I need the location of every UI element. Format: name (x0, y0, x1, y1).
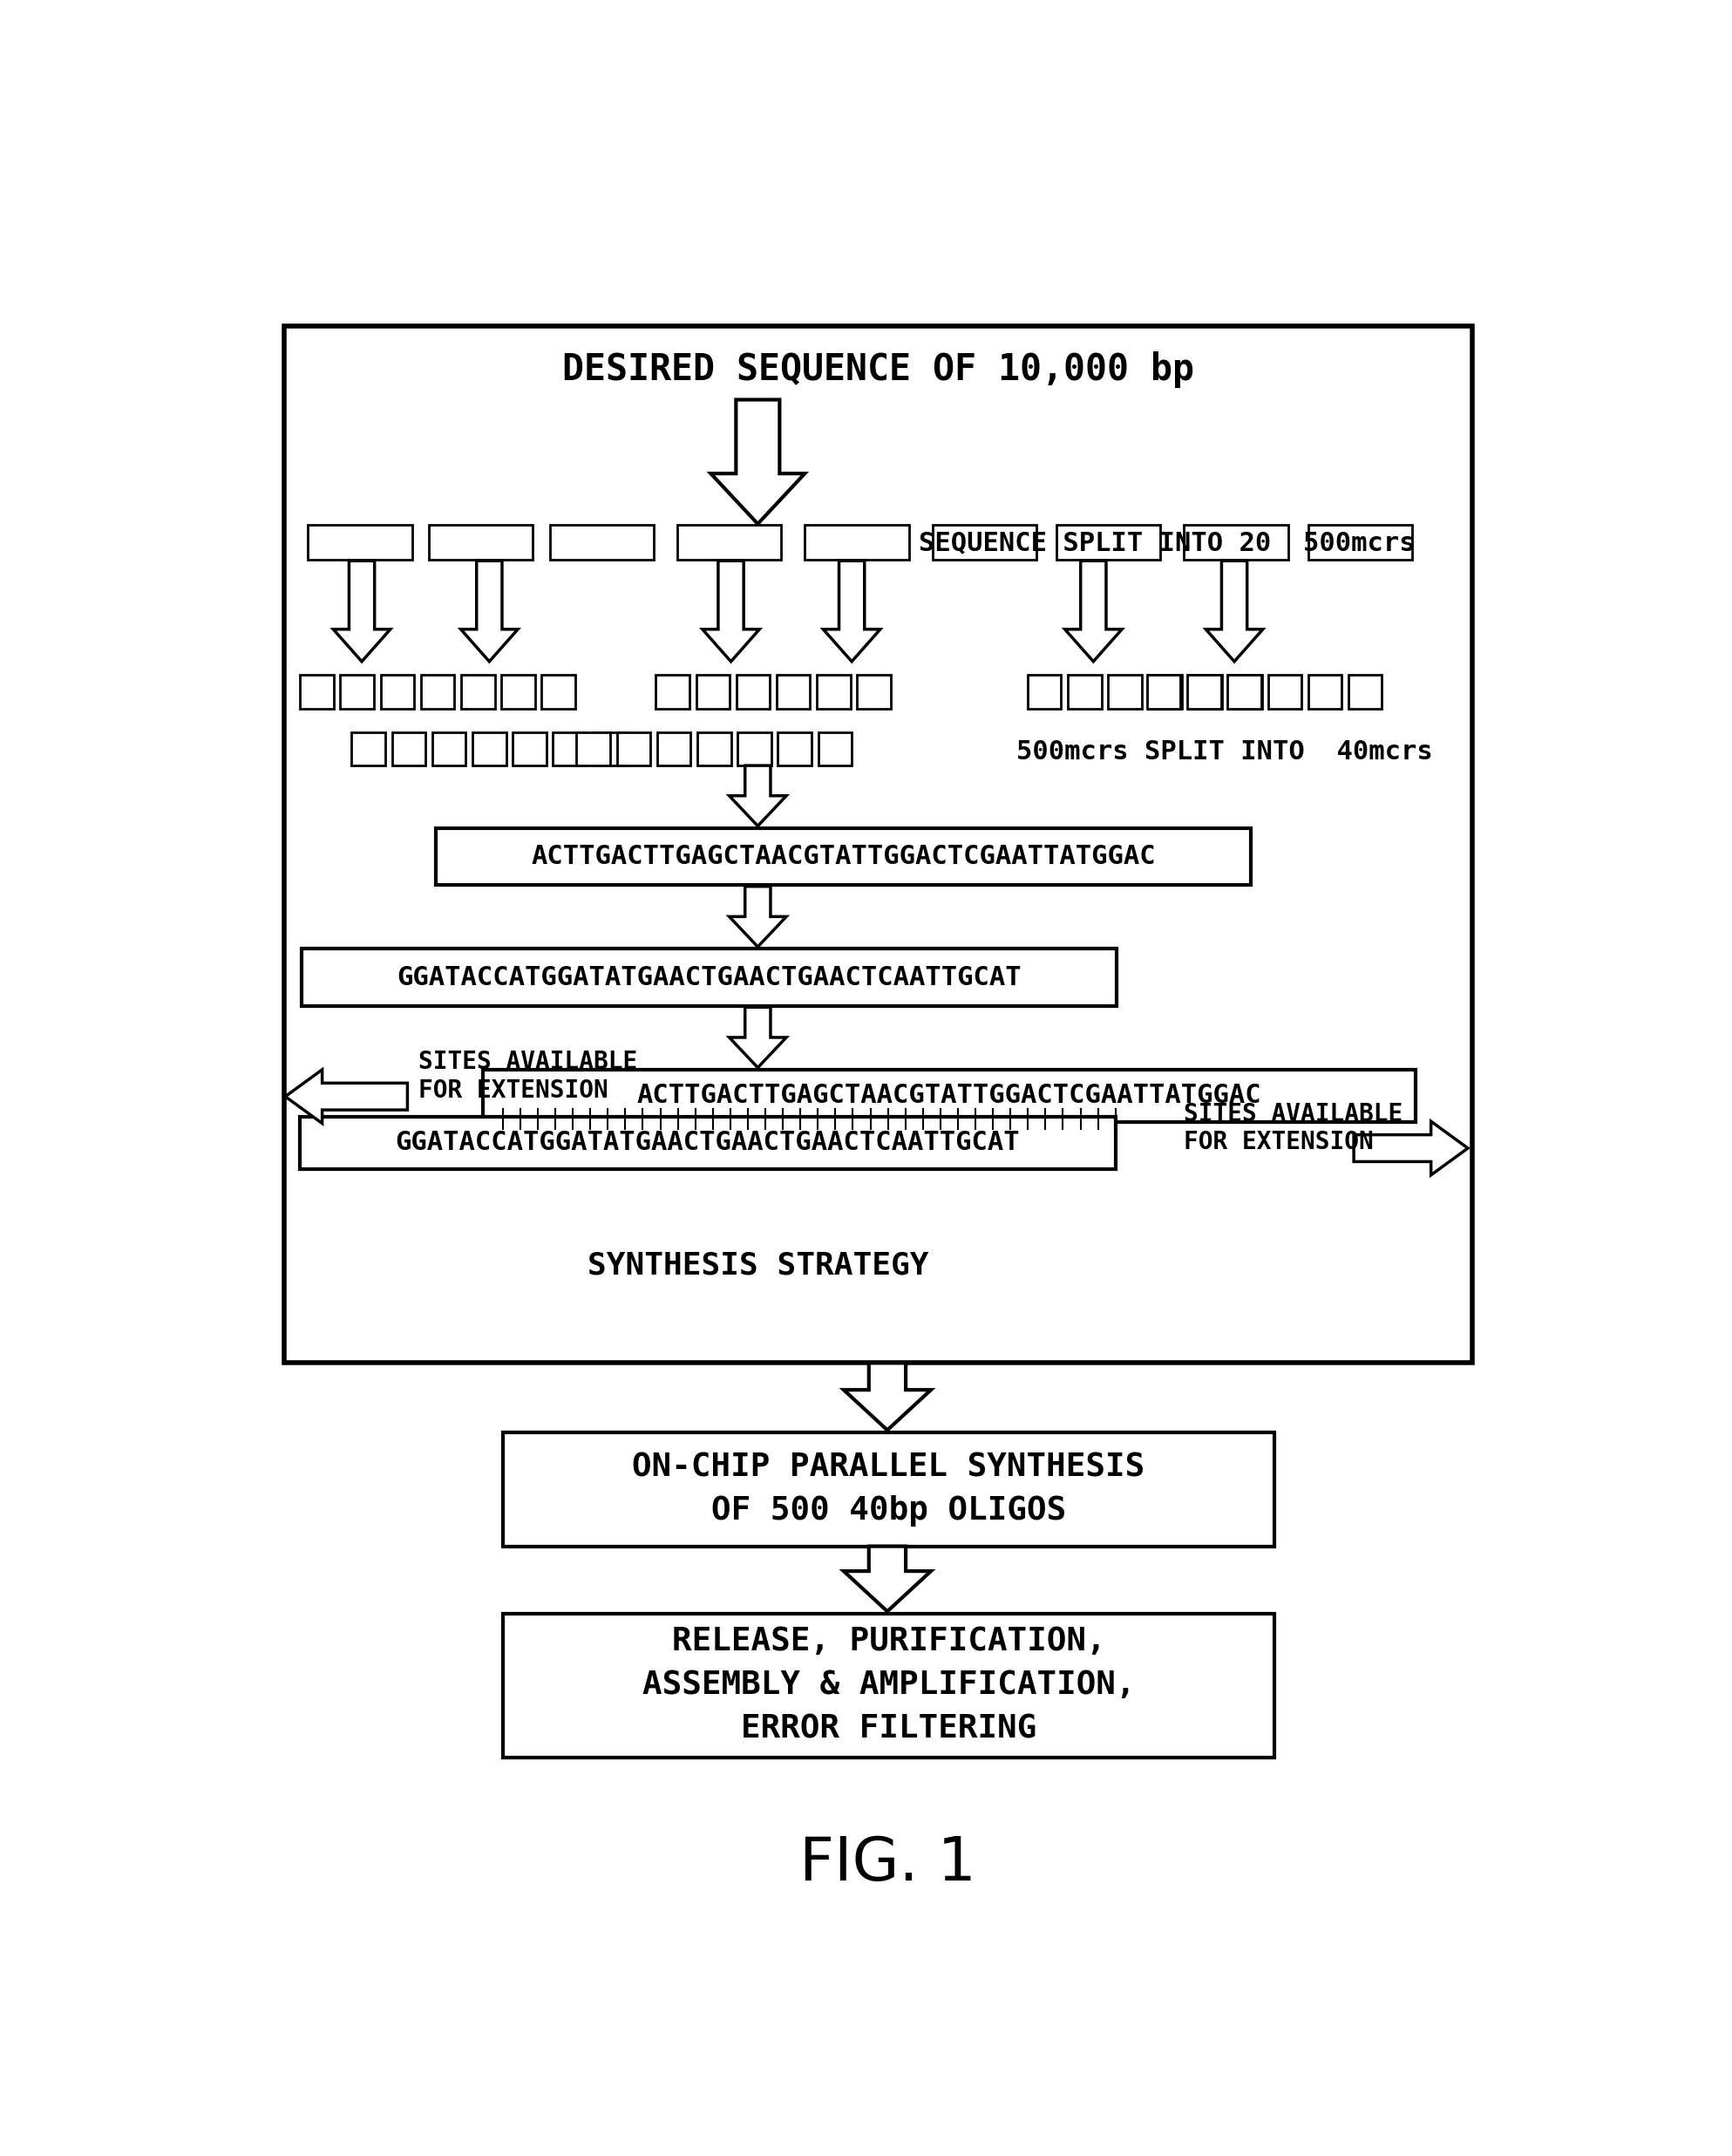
Bar (1188, 675, 1221, 709)
Polygon shape (461, 561, 518, 662)
Polygon shape (1354, 1121, 1469, 1175)
Bar (1188, 675, 1223, 709)
Bar (696, 675, 729, 709)
Text: DESIRED SEQUENCE OF 10,000 bp: DESIRED SEQUENCE OF 10,000 bp (563, 351, 1195, 388)
Bar (308, 526, 412, 561)
Bar (502, 1432, 1275, 1546)
Bar (483, 1069, 1415, 1121)
Polygon shape (710, 399, 805, 524)
Bar (301, 949, 1117, 1007)
Polygon shape (843, 1546, 930, 1611)
Bar (594, 733, 627, 765)
Bar (656, 733, 691, 765)
Bar (805, 526, 909, 561)
Bar (1148, 675, 1181, 709)
Text: ACTTGACTTGAGCTAACGTATTGGACTCGAATTATGGAC: ACTTGACTTGAGCTAACGTATTGGACTCGAATTATGGAC (637, 1082, 1261, 1108)
Bar (1308, 675, 1342, 709)
Bar (1308, 526, 1412, 561)
Bar (776, 675, 811, 709)
Bar (677, 526, 781, 561)
Text: 500mcrs SPLIT INTO  40mcrs: 500mcrs SPLIT INTO 40mcrs (1017, 740, 1432, 765)
Polygon shape (703, 561, 759, 662)
Text: SEQUENCE SPLIT INTO 20  500mcrs: SEQUENCE SPLIT INTO 20 500mcrs (920, 530, 1415, 556)
Bar (818, 733, 852, 765)
Bar (1185, 526, 1289, 561)
Bar (352, 733, 385, 765)
Bar (577, 733, 610, 765)
Bar (421, 675, 454, 709)
Bar (300, 1117, 1115, 1169)
Polygon shape (333, 561, 390, 662)
Bar (1108, 675, 1141, 709)
Polygon shape (823, 561, 880, 662)
Bar (501, 675, 535, 709)
Text: SYNTHESIS STRATEGY: SYNTHESIS STRATEGY (587, 1250, 928, 1281)
Bar (513, 733, 546, 765)
Polygon shape (1205, 561, 1263, 662)
Bar (381, 675, 414, 709)
Polygon shape (1065, 561, 1122, 662)
Bar (1027, 675, 1062, 709)
Bar (549, 526, 653, 561)
Bar (553, 733, 587, 765)
Bar (1349, 675, 1382, 709)
Bar (698, 733, 731, 765)
Text: SITES AVAILABLE
FOR EXTENSION: SITES AVAILABLE FOR EXTENSION (419, 1050, 637, 1102)
Bar (433, 733, 466, 765)
Bar (300, 675, 334, 709)
Text: ACTTGACTTGAGCTAACGTATTGGACTCGAATTATGGAC: ACTTGACTTGAGCTAACGTATTGGACTCGAATTATGGAC (532, 843, 1155, 869)
Bar (502, 1613, 1275, 1757)
Bar (430, 526, 533, 561)
Bar (738, 733, 771, 765)
Bar (542, 675, 575, 709)
Text: GGATACCATGGATATGAACTGAACTGAACTCAATTGCAT: GGATACCATGGATATGAACTGAACTGAACTCAATTGCAT (397, 964, 1022, 990)
Bar (1228, 675, 1261, 709)
Text: RELEASE, PURIFICATION,
ASSEMBLY & AMPLIFICATION,
ERROR FILTERING: RELEASE, PURIFICATION, ASSEMBLY & AMPLIF… (643, 1626, 1134, 1744)
Bar (473, 733, 506, 765)
Text: ON-CHIP PARALLEL SYNTHESIS
OF 500 40bp OLIGOS: ON-CHIP PARALLEL SYNTHESIS OF 500 40bp O… (632, 1451, 1145, 1526)
Bar (461, 675, 495, 709)
Text: SITES AVAILABLE
FOR EXTENSION: SITES AVAILABLE FOR EXTENSION (1185, 1102, 1403, 1153)
Bar (736, 675, 769, 709)
Bar (617, 733, 651, 765)
Bar (932, 526, 1036, 561)
Bar (436, 828, 1251, 886)
Polygon shape (729, 765, 786, 826)
Bar (778, 733, 812, 765)
Polygon shape (729, 886, 786, 946)
Polygon shape (286, 1069, 407, 1123)
Bar (656, 675, 689, 709)
Polygon shape (843, 1363, 930, 1429)
Polygon shape (729, 1007, 786, 1067)
Text: FIG. 1: FIG. 1 (798, 1835, 975, 1893)
Text: GGATACCATGGATATGAACTGAACTGAACTCAATTGCAT: GGATACCATGGATATGAACTGAACTGAACTCAATTGCAT (395, 1130, 1020, 1156)
Bar (1147, 675, 1181, 709)
Bar (818, 675, 850, 709)
Bar (284, 326, 1472, 1363)
Bar (339, 675, 374, 709)
Bar (391, 733, 426, 765)
Bar (857, 675, 890, 709)
Bar (1268, 675, 1301, 709)
Bar (1230, 675, 1263, 709)
Bar (1057, 526, 1160, 561)
Bar (1069, 675, 1102, 709)
